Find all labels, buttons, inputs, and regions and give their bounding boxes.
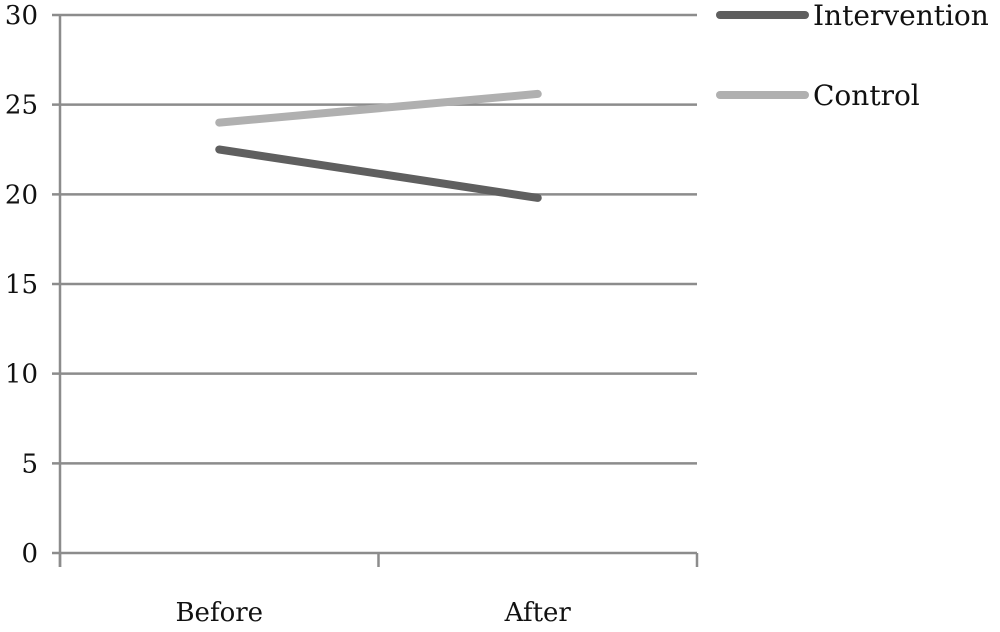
axes xyxy=(58,15,699,567)
y-tick-labels: 0 5 10 15 20 25 30 xyxy=(5,1,38,569)
y-tick-label-5: 5 xyxy=(21,449,38,479)
x-tick-labels: Before After xyxy=(175,598,571,628)
y-tick-label-10: 10 xyxy=(5,360,38,390)
series-lines xyxy=(215,89,542,202)
series-line-intervention xyxy=(215,145,542,202)
series-line-control xyxy=(215,89,542,127)
gridlines xyxy=(52,13,697,555)
y-tick-label-25: 25 xyxy=(5,91,38,121)
y-tick-label-20: 20 xyxy=(5,180,38,210)
y-tick-label-15: 15 xyxy=(5,270,38,300)
x-tick-label-before: Before xyxy=(175,598,263,628)
legend: Intervention Control xyxy=(716,0,989,112)
y-tick-label-0: 0 xyxy=(21,539,38,569)
y-tick-label-30: 30 xyxy=(5,1,38,31)
x-tick-label-after: After xyxy=(504,598,572,628)
legend-label-intervention: Intervention xyxy=(813,0,989,32)
legend-label-control: Control xyxy=(813,79,920,112)
